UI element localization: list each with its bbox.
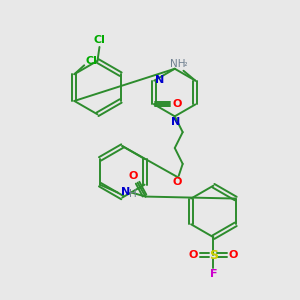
Text: O: O	[172, 177, 182, 187]
Text: O: O	[229, 250, 238, 260]
Text: N: N	[121, 187, 130, 196]
Text: S: S	[209, 248, 218, 262]
Text: N: N	[155, 75, 165, 85]
Text: NH: NH	[170, 59, 185, 69]
Text: Cl: Cl	[85, 56, 97, 66]
Text: N: N	[171, 117, 180, 127]
Text: Cl: Cl	[94, 35, 105, 45]
Text: F: F	[210, 269, 217, 279]
Text: O: O	[189, 250, 198, 260]
Text: H: H	[129, 189, 136, 199]
Text: O: O	[172, 99, 182, 110]
Text: O: O	[129, 171, 138, 181]
Text: ₂: ₂	[184, 59, 187, 68]
